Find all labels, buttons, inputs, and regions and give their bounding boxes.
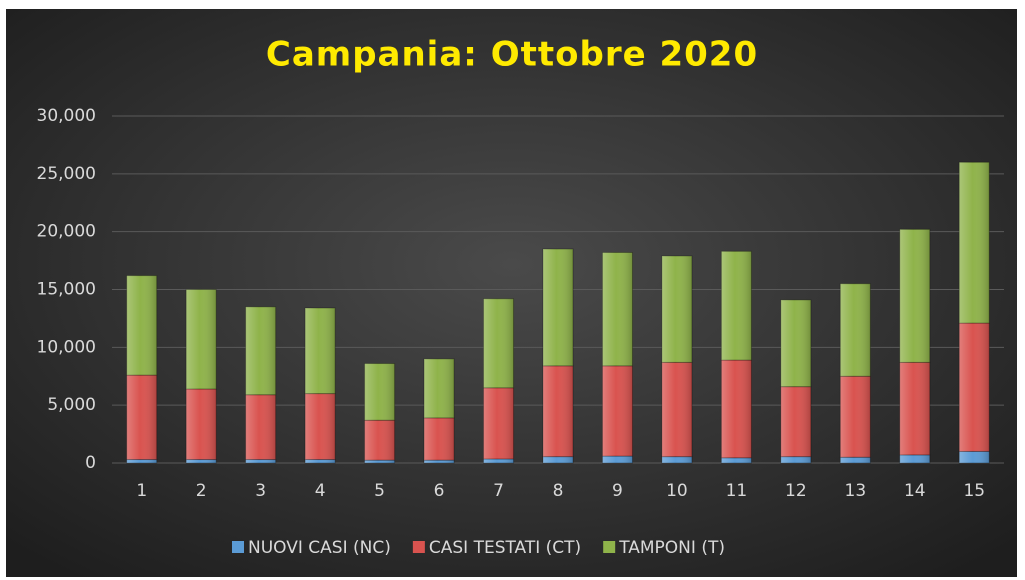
bar-segment — [958, 450, 990, 464]
bar-segment — [483, 458, 515, 464]
bar-segment — [661, 361, 693, 458]
x-tick-label: 5 — [374, 481, 385, 501]
bar-segment — [601, 365, 633, 457]
bar-segment — [126, 374, 158, 461]
bar-segment — [483, 387, 515, 460]
y-tick-label: 15,000 — [37, 280, 96, 300]
chart-title: Campania: Ottobre 2020 — [266, 35, 758, 75]
bar-segment — [839, 375, 871, 458]
bar-segment — [126, 275, 158, 376]
bar-segment — [601, 251, 633, 367]
bar-segment — [126, 459, 158, 464]
bar-segment — [483, 298, 515, 389]
bar-segment — [304, 393, 336, 461]
bar-segment — [245, 394, 277, 461]
bar-segment — [839, 456, 871, 464]
bar-segment — [245, 459, 277, 464]
legend-label: NUOVI CASI (NC) — [248, 538, 391, 558]
bar-segment — [423, 358, 455, 419]
bar-segment — [958, 161, 990, 324]
bar-segment — [542, 248, 574, 367]
bar-segment — [720, 457, 752, 464]
x-tick-label: 3 — [255, 481, 266, 501]
legend-swatch — [412, 541, 425, 553]
bar-segment — [601, 455, 633, 464]
x-tick-label: 11 — [726, 481, 748, 501]
y-tick-label: 25,000 — [37, 164, 96, 184]
bar-segment — [185, 459, 217, 464]
bar-segment — [661, 255, 693, 363]
x-tick-label: 15 — [963, 481, 985, 501]
bar-segment — [245, 306, 277, 396]
bar-segment — [364, 363, 396, 421]
bar-segment — [542, 365, 574, 458]
bar-segment — [720, 250, 752, 361]
legend-label: TAMPONI (T) — [618, 538, 725, 558]
legend-label: CASI TESTATI (CT) — [429, 538, 581, 558]
bar-segment — [423, 417, 455, 461]
bar-segment — [780, 456, 812, 464]
bar-segment — [780, 386, 812, 458]
x-tick-label: 9 — [612, 481, 623, 501]
bar-segment — [185, 289, 217, 390]
y-tick-label: 10,000 — [37, 337, 96, 357]
y-tick-label: 30,000 — [37, 106, 96, 126]
bar-segment — [958, 322, 990, 452]
y-tick-label: 20,000 — [37, 222, 96, 242]
bar-segment — [899, 454, 931, 464]
bar-segment — [304, 307, 336, 395]
bar-segment — [661, 456, 693, 464]
bar-segment — [304, 459, 336, 464]
bar-segment — [542, 456, 574, 464]
x-tick-label: 4 — [315, 481, 326, 501]
x-tick-label: 2 — [196, 481, 207, 501]
bar-segment — [185, 388, 217, 461]
x-tick-label: 12 — [785, 481, 807, 501]
bar-segment — [720, 359, 752, 459]
x-tick-label: 13 — [845, 481, 867, 501]
y-tick-label: 5,000 — [47, 395, 96, 415]
x-tick-label: 1 — [136, 481, 147, 501]
bar-segment — [899, 361, 931, 456]
bar-segment — [364, 419, 396, 461]
x-tick-label: 6 — [434, 481, 445, 501]
legend-swatch — [232, 541, 244, 553]
y-tick-label: 0 — [85, 453, 96, 473]
x-tick-label: 7 — [493, 481, 504, 501]
x-tick-label: 10 — [666, 481, 688, 501]
legend-swatch — [603, 541, 616, 553]
bar-segment — [899, 228, 931, 363]
x-tick-label: 8 — [553, 481, 564, 501]
bar-segment — [780, 299, 812, 388]
bar-segment — [839, 283, 871, 377]
x-tick-label: 14 — [904, 481, 926, 501]
